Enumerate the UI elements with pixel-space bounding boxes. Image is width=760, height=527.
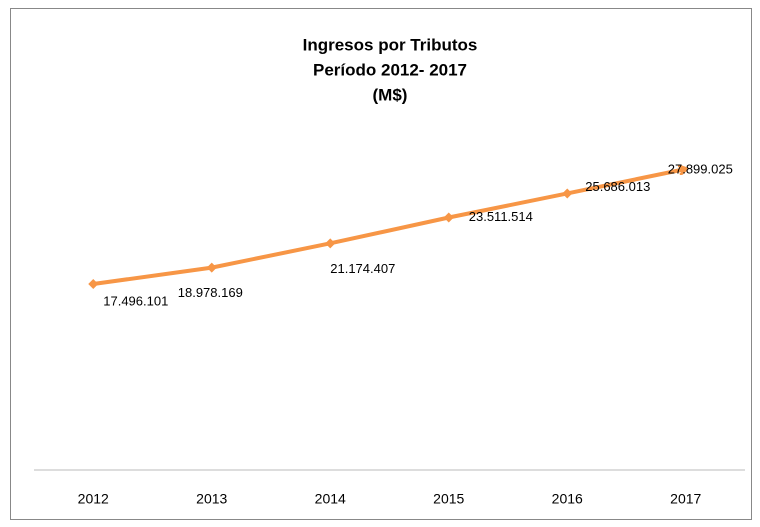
chart-title: Ingresos por Tributos — [303, 35, 478, 54]
point — [325, 238, 336, 249]
line — [92, 169, 686, 286]
x-tick-label: 2017 — [670, 491, 701, 507]
point — [562, 188, 573, 199]
point — [443, 212, 454, 223]
data-label: 17.496.101 — [103, 293, 168, 308]
data-label: 25.686.013 — [585, 179, 650, 194]
chart-title: (M$) — [373, 85, 408, 104]
chart-frame — [10, 8, 752, 520]
x-tick-label: 2014 — [315, 491, 346, 507]
point — [88, 279, 99, 289]
x-tick-label: 2012 — [78, 491, 109, 507]
data-label: 21.174.407 — [330, 261, 395, 276]
point — [206, 262, 217, 273]
data-label: 27.899.025 — [668, 161, 733, 176]
chart-title: Período 2012- 2017 — [313, 60, 467, 79]
data-label: 23.511.514 — [469, 209, 533, 224]
x-tick-label: 2013 — [196, 491, 227, 507]
data-label: 18.978.169 — [178, 285, 243, 300]
x-tick-label: 2016 — [552, 491, 583, 507]
x-tick-label: 2015 — [433, 491, 464, 507]
